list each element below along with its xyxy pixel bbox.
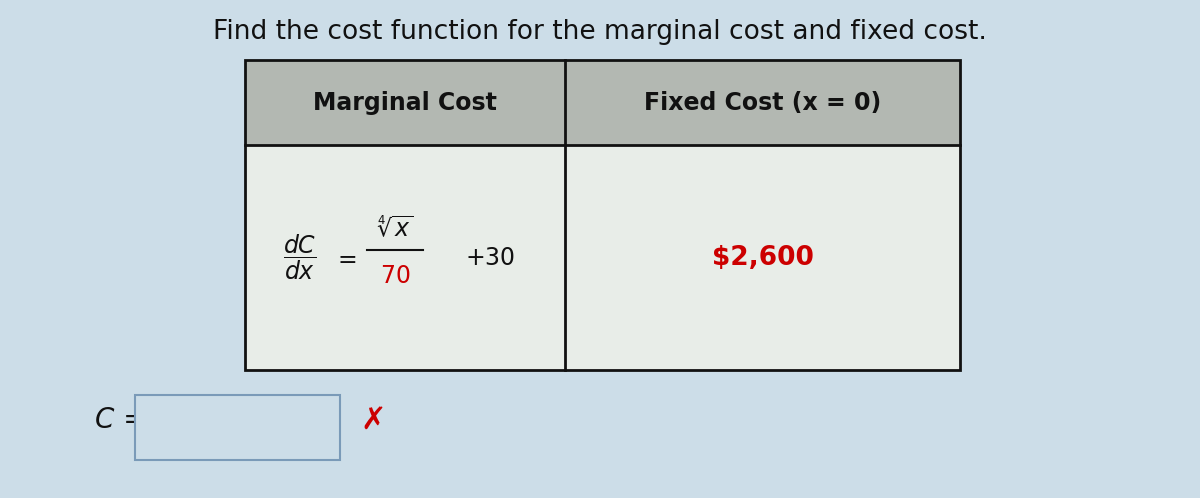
- Bar: [245, 60, 960, 145]
- Text: $\dfrac{dC}{dx}$: $\dfrac{dC}{dx}$: [283, 233, 317, 282]
- Bar: [134, 395, 340, 460]
- Text: ✗: ✗: [360, 405, 385, 434]
- Text: $=$: $=$: [334, 246, 356, 269]
- Text: Fixed Cost (x = 0): Fixed Cost (x = 0): [644, 91, 881, 115]
- Text: Marginal Cost: Marginal Cost: [313, 91, 497, 115]
- Text: C =: C =: [95, 406, 146, 434]
- Text: Find the cost function for the marginal cost and fixed cost.: Find the cost function for the marginal …: [214, 19, 986, 45]
- Bar: [245, 60, 960, 370]
- Text: $70$: $70$: [379, 263, 410, 287]
- Text: $2,600: $2,600: [712, 245, 814, 270]
- Text: $\sqrt[4]{x}$: $\sqrt[4]{x}$: [377, 217, 413, 243]
- Text: $+ 30$: $+ 30$: [466, 246, 515, 269]
- Bar: [245, 145, 960, 370]
